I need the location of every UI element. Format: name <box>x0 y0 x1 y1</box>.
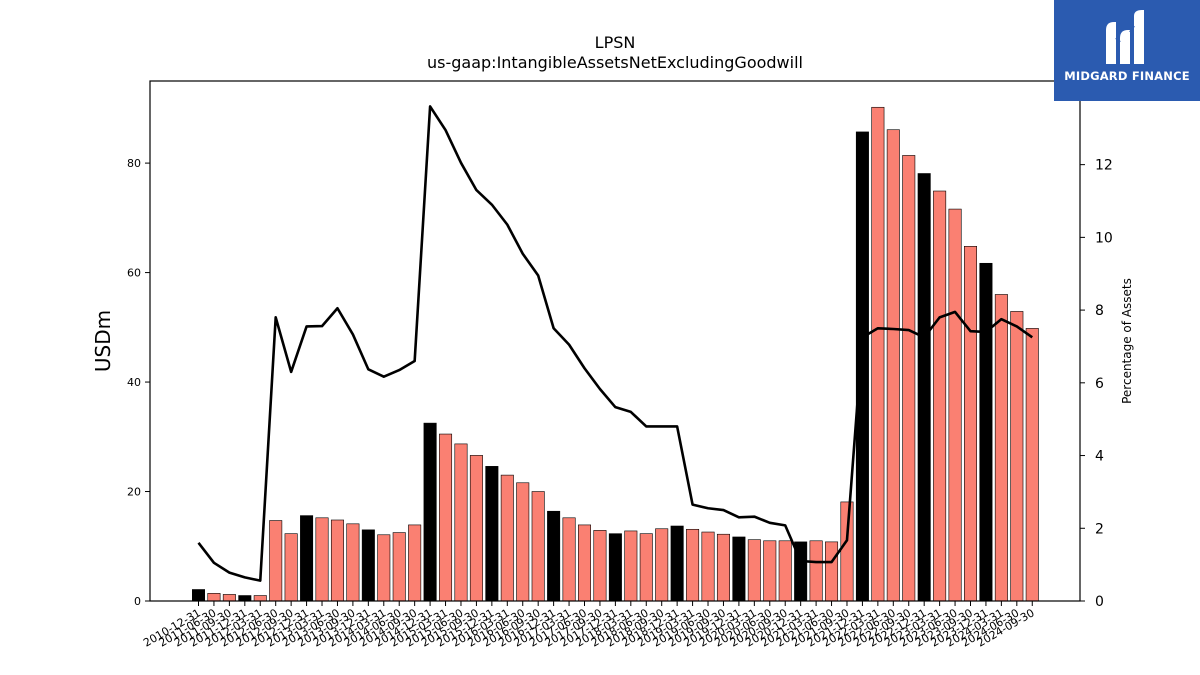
bar <box>979 262 993 602</box>
bar <box>716 533 730 602</box>
y-axis-right: 0 2 4 6 8 10 12 <box>1080 158 1113 610</box>
chart-title: LPSN <box>595 33 636 52</box>
bar <box>562 517 576 602</box>
bar <box>994 294 1008 602</box>
bar <box>269 520 283 602</box>
bar <box>469 455 483 602</box>
bar <box>732 536 746 602</box>
y-tick-label: 20 <box>127 486 141 499</box>
bar <box>933 190 947 602</box>
bar <box>886 129 900 602</box>
bar <box>948 208 962 602</box>
bar <box>593 530 607 602</box>
bar <box>516 482 530 602</box>
bar <box>608 533 622 602</box>
bar <box>207 593 221 602</box>
bar <box>871 106 885 602</box>
bar <box>1025 328 1039 602</box>
bar <box>454 443 468 602</box>
y-tick-label: 0 <box>134 595 141 608</box>
bar <box>624 530 638 602</box>
line-series <box>197 105 1034 582</box>
bar <box>222 594 236 602</box>
y2-tick-label: 6 <box>1095 376 1104 392</box>
y-tick-label: 40 <box>127 376 141 389</box>
brand-logo: MIDGARD FINANCE <box>1054 0 1200 101</box>
bar <box>284 533 298 602</box>
bar <box>855 131 869 602</box>
bar <box>1010 311 1024 602</box>
bar <box>917 173 931 602</box>
bar <box>377 534 391 602</box>
y2-tick-label: 4 <box>1095 449 1104 465</box>
bar <box>330 519 344 602</box>
y2-tick-label: 10 <box>1095 230 1113 246</box>
bar <box>315 517 329 602</box>
bar <box>840 501 854 602</box>
bar <box>639 533 653 602</box>
bar <box>192 589 206 602</box>
bar <box>531 491 545 602</box>
bar <box>439 433 453 602</box>
y2-tick-label: 2 <box>1095 521 1104 537</box>
bar <box>809 540 823 602</box>
bar <box>485 466 499 602</box>
bar <box>763 540 777 602</box>
bar <box>423 422 437 602</box>
y2-tick-label: 12 <box>1095 158 1113 174</box>
bar <box>778 540 792 602</box>
y2-tick-label: 0 <box>1095 594 1104 610</box>
bar <box>408 524 422 602</box>
bar <box>253 595 267 602</box>
bar <box>670 525 684 602</box>
y-axis-left: 0 20 40 60 80 <box>127 157 150 608</box>
bar <box>300 515 314 602</box>
x-axis: 2010-12-312011-06-302011-09-302011-12-31… <box>141 601 1037 650</box>
bar <box>963 246 977 602</box>
y2-axis-label: Percentage of Assets <box>1120 278 1134 404</box>
y-tick-label: 60 <box>127 267 141 280</box>
y-tick-label: 80 <box>127 157 141 170</box>
bar <box>500 474 514 602</box>
bar <box>361 529 375 602</box>
bar <box>577 524 591 602</box>
midgard-m-icon <box>1106 10 1144 64</box>
y-axis-label: USDm <box>91 310 115 372</box>
bar <box>747 539 761 602</box>
logo-text: MIDGARD FINANCE <box>1064 69 1190 83</box>
bar <box>346 523 360 602</box>
bar <box>902 155 916 602</box>
bar <box>686 528 700 602</box>
chart-subtitle: us-gaap:IntangibleAssetsNetExcludingGood… <box>427 53 803 72</box>
bar <box>238 595 252 602</box>
bar <box>825 541 839 602</box>
y2-tick-label: 8 <box>1095 303 1104 319</box>
line-path <box>197 105 1034 582</box>
bar <box>655 528 669 602</box>
bar <box>392 532 406 602</box>
bar <box>701 531 715 602</box>
bar <box>547 510 561 602</box>
bar-series <box>192 106 1039 602</box>
